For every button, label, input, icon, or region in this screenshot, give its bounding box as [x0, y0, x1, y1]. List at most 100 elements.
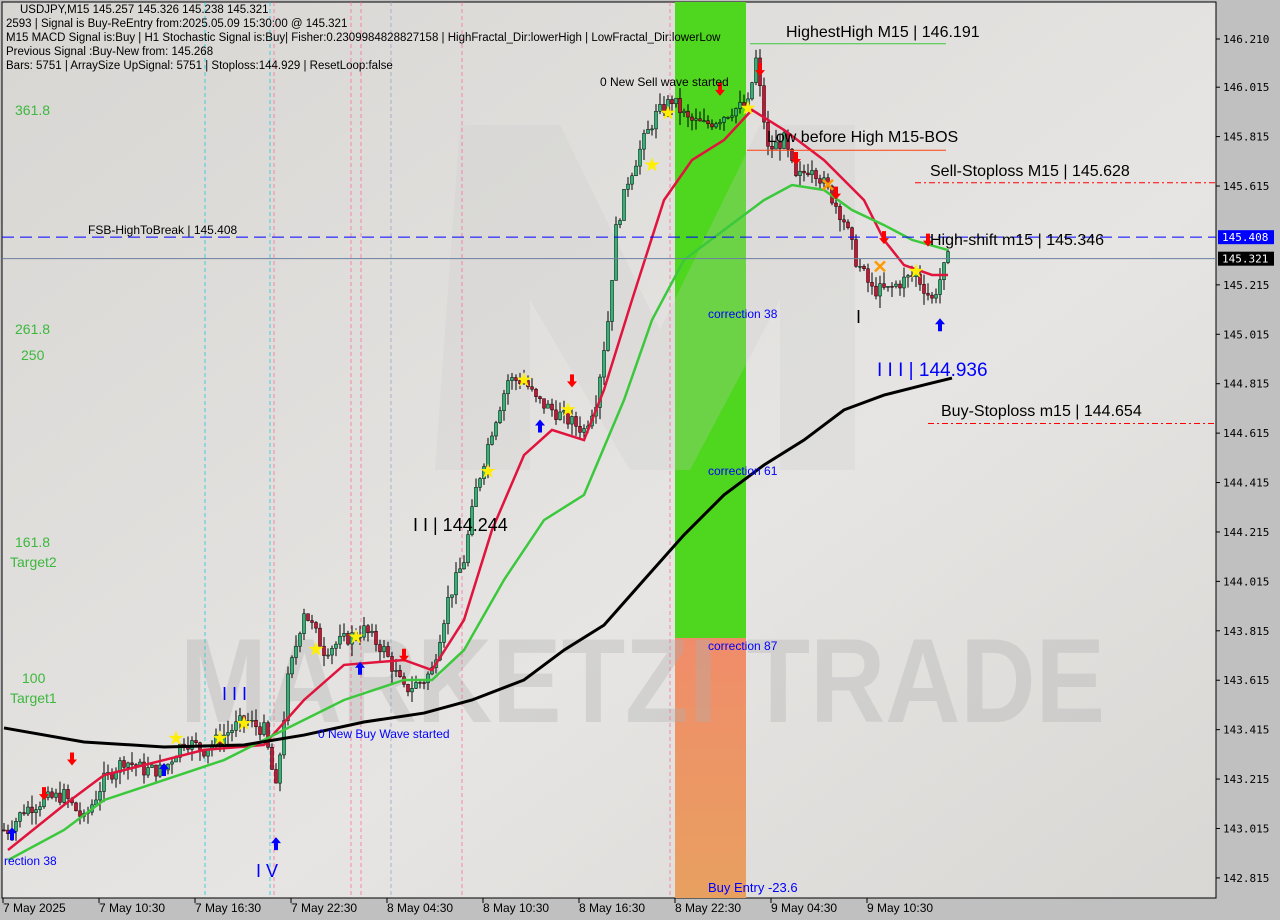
- star-signal-icon: [740, 100, 756, 115]
- bull-candle: [126, 762, 130, 768]
- buy-arrow-icon: [159, 763, 169, 777]
- bull-candle: [362, 625, 366, 638]
- bull-candle: [510, 377, 514, 381]
- y-tick-label: 144.215: [1223, 526, 1269, 539]
- y-tick-label: 145.815: [1223, 131, 1269, 144]
- bear-candle: [346, 633, 350, 645]
- bull-candle: [410, 688, 414, 693]
- wave-4-label: I V: [256, 861, 279, 881]
- sell-wave-label: 0 New Sell wave started: [600, 75, 729, 89]
- bull-candle: [338, 635, 342, 645]
- bull-candle: [294, 645, 298, 658]
- bear-candle: [398, 670, 402, 677]
- bull-candle: [250, 719, 254, 722]
- bear-candle: [314, 622, 318, 629]
- bear-candle: [270, 747, 274, 770]
- bull-candle: [646, 129, 650, 134]
- bear-candle: [142, 761, 146, 776]
- bull-candle: [650, 128, 654, 131]
- bear-candle: [834, 202, 838, 207]
- bear-candle: [274, 769, 278, 784]
- bear-candle: [842, 219, 846, 223]
- bull-candle: [810, 170, 814, 176]
- x-tick-label: 8 May 04:30: [387, 901, 453, 915]
- bear-candle: [850, 227, 854, 240]
- star-signal-icon: [908, 263, 924, 278]
- star-signal-icon: [212, 730, 228, 745]
- buy-wave-label: 0 New Buy Wave started: [318, 727, 450, 741]
- bull-candle: [474, 487, 478, 507]
- bull-candle: [290, 657, 294, 675]
- bull-candle: [342, 633, 346, 637]
- macd-info: M15 MACD Signal is:Buy | H1 Stochastic S…: [6, 32, 721, 44]
- correction-38-label: correction 38: [708, 307, 778, 321]
- bull-candle: [714, 123, 718, 128]
- price-tag-label: 145.408: [1222, 231, 1268, 244]
- sell-arrow-icon: [831, 186, 841, 200]
- bear-candle: [706, 120, 710, 125]
- bear-candle: [698, 118, 702, 122]
- x-tick-label: 7 May 22:30: [291, 901, 357, 915]
- correction-87-label: correction 87: [708, 639, 778, 653]
- high-shift-label: High-shift m15 | 145.346: [930, 232, 1105, 249]
- bull-candle: [582, 428, 586, 433]
- bull-candle: [170, 761, 174, 765]
- bull-candle: [938, 279, 942, 295]
- bear-candle: [770, 145, 774, 150]
- star-signal-icon: [516, 371, 532, 387]
- price-tag-label: 145.321: [1222, 253, 1268, 266]
- bull-candle: [34, 809, 38, 813]
- y-tick-label: 145.215: [1223, 279, 1269, 292]
- bull-candle: [334, 643, 338, 649]
- bear-candle: [154, 764, 158, 777]
- bull-candle: [478, 478, 482, 488]
- y-tick-label: 143.215: [1223, 773, 1269, 786]
- ma-slow-black-line: [3, 376, 953, 749]
- bear-candle: [778, 141, 782, 149]
- bull-candle: [570, 416, 574, 425]
- bear-candle: [22, 812, 26, 815]
- plot-background: [1, 1, 1217, 899]
- bull-candle: [558, 411, 562, 420]
- bull-candle: [942, 262, 946, 281]
- bear-candle: [378, 644, 382, 652]
- bull-candle: [158, 764, 162, 777]
- bull-candle: [150, 764, 154, 768]
- bull-candle: [370, 630, 374, 634]
- watermark-text: MARKETZI TRADE: [180, 614, 1105, 748]
- bull-candle: [470, 506, 474, 535]
- bear-candle: [818, 178, 822, 184]
- bull-candle: [734, 108, 738, 117]
- bull-candle: [682, 110, 686, 114]
- y-tick-label: 142.815: [1223, 872, 1269, 885]
- bull-candle: [614, 224, 618, 281]
- bear-candle: [406, 684, 410, 693]
- low-before-high-label: Low before High M15-BOS: [767, 129, 959, 146]
- bear-candle: [670, 99, 674, 104]
- star-signal-icon: [168, 730, 184, 745]
- bull-candle: [486, 444, 490, 467]
- bull-candle: [298, 633, 302, 647]
- bull-candle: [598, 376, 602, 408]
- bull-candle: [902, 276, 906, 289]
- star-signal-icon: [560, 401, 576, 417]
- buy-arrow-icon: [935, 318, 945, 332]
- fib-361-label: 361.8: [15, 102, 51, 118]
- x-tick-label: 8 May 22:30: [675, 901, 741, 915]
- bull-candle: [330, 648, 334, 656]
- x-tick-label: 7 May 10:30: [99, 901, 165, 915]
- target1-label: Target1: [10, 690, 57, 706]
- bull-candle: [502, 393, 506, 411]
- bull-candle: [622, 189, 626, 221]
- bear-candle: [930, 294, 934, 299]
- fib-261-label: 261.8: [15, 321, 51, 337]
- bear-candle: [838, 206, 842, 221]
- bull-candle: [278, 754, 282, 784]
- x-signal-icon: [874, 260, 886, 273]
- buy-arrow-icon: [271, 837, 281, 851]
- y-tick-label: 146.015: [1223, 81, 1269, 94]
- sell-stoploss-label: Sell-Stoploss M15 | 145.628: [930, 163, 1130, 180]
- bear-candle: [374, 630, 378, 645]
- bear-candle: [58, 792, 62, 803]
